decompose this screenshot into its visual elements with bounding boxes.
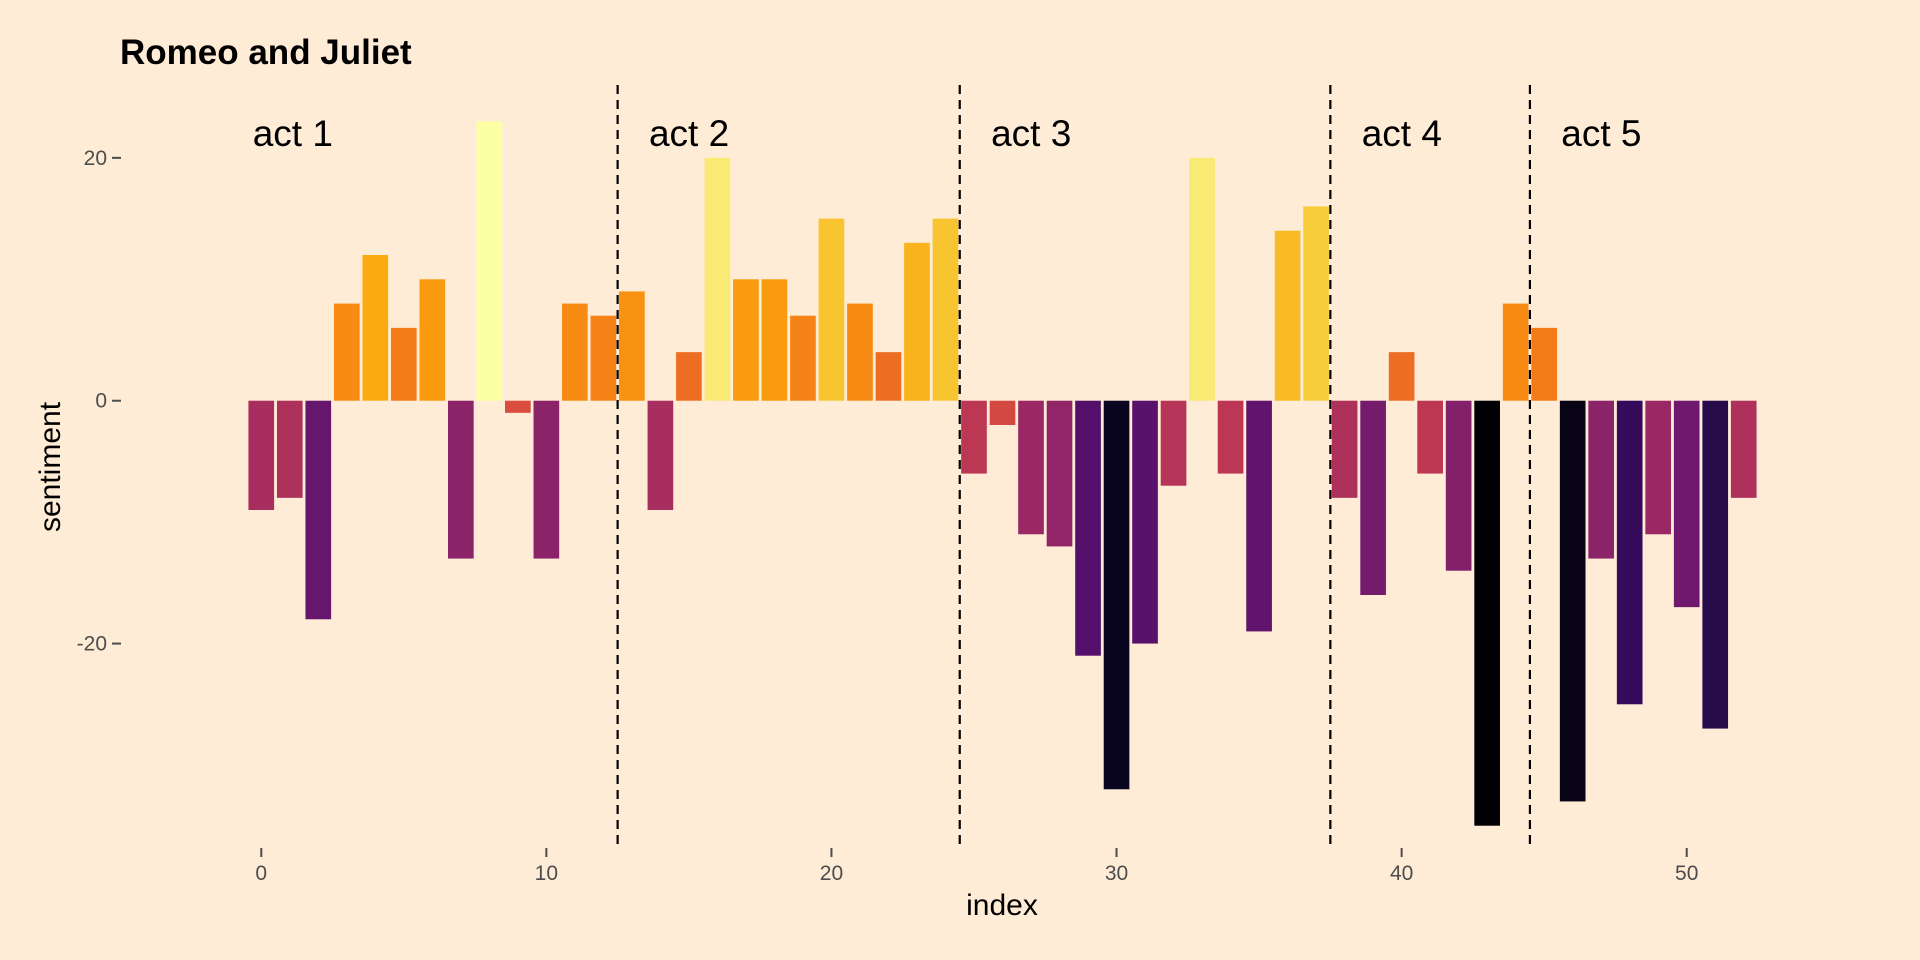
bar-32: [1160, 400, 1187, 486]
bar-43: [1474, 400, 1500, 826]
bar-40: [1388, 352, 1415, 401]
act-label-4: act 4: [1362, 113, 1442, 154]
bar-6: [419, 279, 446, 401]
act-label-3: act 3: [991, 113, 1071, 154]
bar-18: [761, 279, 788, 401]
bar-23: [904, 242, 930, 401]
bar-8: [476, 121, 503, 401]
x-tick-label: 10: [535, 862, 558, 885]
bar-34: [1217, 400, 1244, 474]
bar-41: [1417, 400, 1443, 474]
y-tick-label: 20: [84, 147, 107, 170]
bar-28: [1046, 400, 1073, 547]
bar-21: [847, 303, 873, 401]
bar-27: [1018, 400, 1044, 535]
x-axis-title: index: [966, 889, 1038, 922]
bar-4: [362, 255, 389, 401]
act-label-5: act 5: [1561, 113, 1641, 154]
bar-46: [1559, 400, 1586, 802]
bar-44: [1502, 303, 1529, 401]
bar-29: [1075, 400, 1101, 656]
x-tick-label: 50: [1675, 862, 1698, 885]
x-tick-label: 30: [1105, 862, 1128, 885]
bar-36: [1274, 230, 1301, 401]
act-dividers: act 1 act 2 act 3 act 4 act 5: [253, 85, 1641, 850]
bar-17: [733, 279, 759, 401]
bar-5: [390, 327, 417, 401]
bar-47: [1588, 400, 1615, 559]
bar-24: [932, 218, 959, 401]
bar-51: [1702, 400, 1729, 729]
bar-1: [276, 400, 303, 498]
bar-0: [248, 400, 275, 510]
bar-3: [333, 303, 360, 401]
bar-39: [1360, 400, 1386, 595]
bar-20: [818, 218, 845, 401]
bar-52: [1730, 400, 1757, 498]
bar-35: [1246, 400, 1272, 632]
bar-7: [448, 400, 474, 559]
bar-10: [533, 400, 560, 559]
bar-48: [1616, 400, 1643, 705]
act-label-1: act 1: [253, 113, 333, 154]
x-tick-label: 0: [255, 862, 267, 885]
axes: -20 0 20 0 10 20 30 40 50: [77, 147, 1699, 885]
bar-11: [562, 303, 588, 401]
bar-12: [590, 315, 617, 401]
chart-title: Romeo and Juliet: [120, 33, 412, 72]
bar-2: [305, 400, 332, 620]
bar-37: [1303, 206, 1329, 401]
bar-13: [619, 291, 645, 401]
act-label-2: act 2: [649, 113, 729, 154]
bars: [248, 121, 1757, 826]
y-tick-label: -20: [77, 633, 107, 656]
bar-42: [1445, 400, 1472, 571]
bar-38: [1331, 400, 1358, 498]
x-tick-label: 40: [1390, 862, 1413, 885]
bar-31: [1132, 400, 1158, 644]
bar-25: [961, 400, 987, 474]
bar-45: [1531, 327, 1557, 401]
bar-50: [1673, 400, 1700, 608]
y-axis-title: sentiment: [34, 401, 67, 532]
bar-15: [676, 352, 702, 401]
bar-19: [790, 315, 816, 401]
bar-30: [1103, 400, 1130, 790]
bar-14: [647, 400, 674, 510]
bar-49: [1645, 400, 1672, 535]
bar-33: [1189, 157, 1215, 401]
y-tick-label: 0: [95, 390, 107, 413]
bar-26: [989, 400, 1016, 425]
x-tick-label: 20: [820, 862, 843, 885]
bar-16: [704, 157, 731, 401]
bar-22: [875, 352, 902, 401]
bar-9: [505, 400, 531, 413]
